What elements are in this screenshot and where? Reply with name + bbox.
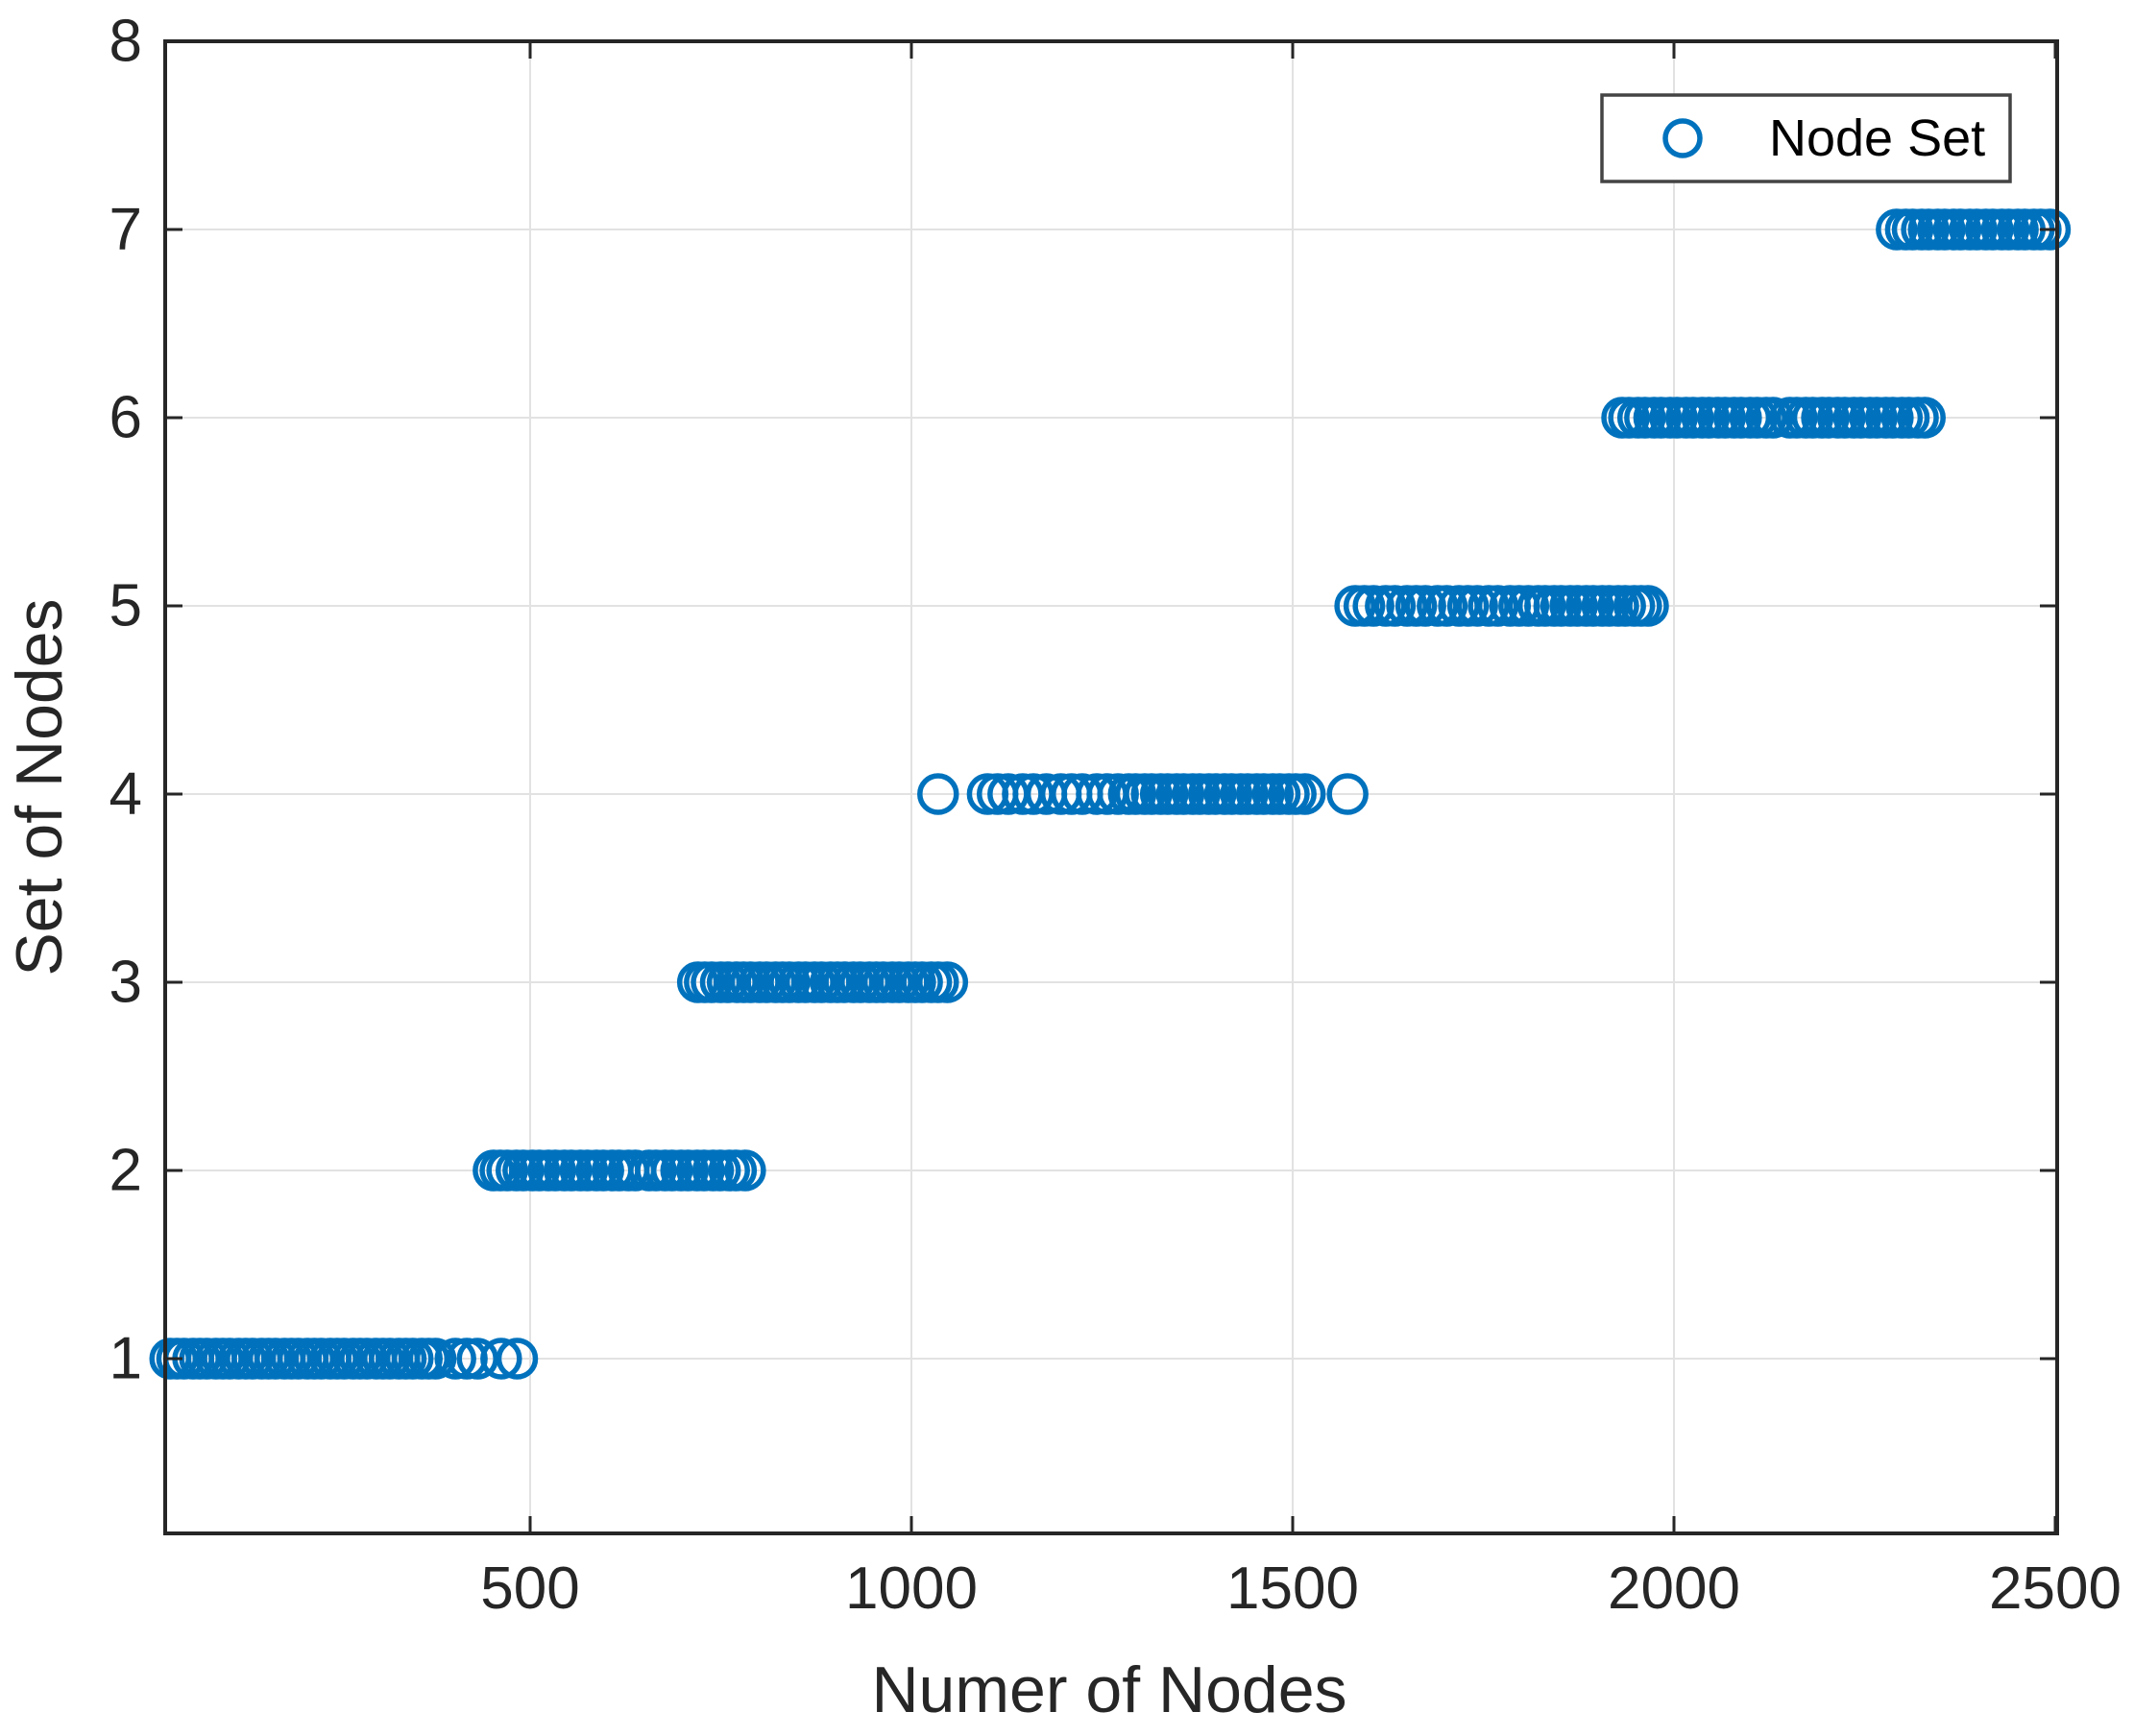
data-point bbox=[1425, 585, 1468, 627]
y-tick-label: 5 bbox=[109, 573, 142, 639]
y-tick-label: 4 bbox=[109, 761, 142, 828]
data-point bbox=[724, 1149, 766, 1192]
data-point bbox=[1352, 585, 1394, 627]
y-axis-label: Set of Nodes bbox=[3, 598, 76, 976]
data-point bbox=[456, 1338, 498, 1380]
x-tick-label: 1000 bbox=[845, 1555, 978, 1622]
data-point bbox=[414, 1338, 457, 1380]
data-point bbox=[1627, 585, 1669, 627]
legend-label: Node Set bbox=[1769, 109, 1985, 167]
x-tick-label: 2000 bbox=[1608, 1555, 1740, 1622]
data-point bbox=[2028, 208, 2072, 251]
y-tick-label: 8 bbox=[109, 9, 142, 75]
y-tick-label: 6 bbox=[109, 385, 142, 451]
x-tick-label: 500 bbox=[480, 1555, 579, 1622]
data-point bbox=[434, 1338, 476, 1380]
data-point bbox=[1456, 585, 1498, 627]
x-tick-label: 1500 bbox=[1226, 1555, 1359, 1622]
legend-marker-icon bbox=[1662, 118, 1703, 158]
data-point bbox=[1904, 397, 1946, 439]
legend-box bbox=[1600, 93, 2012, 183]
y-tick-label: 2 bbox=[109, 1138, 142, 1204]
y-tick-label: 3 bbox=[109, 950, 142, 1016]
data-point bbox=[926, 961, 969, 1003]
data-point bbox=[1097, 773, 1139, 815]
data-point bbox=[1404, 585, 1446, 627]
data-point bbox=[496, 1338, 539, 1380]
data-point bbox=[917, 773, 959, 815]
y-tick-label: 1 bbox=[109, 1326, 142, 1392]
axis-ticks bbox=[165, 39, 2057, 1533]
data-point bbox=[1373, 585, 1417, 627]
data-point bbox=[1326, 773, 1369, 815]
data-point bbox=[1752, 397, 1794, 439]
data-point bbox=[480, 1338, 522, 1380]
node-set-points bbox=[149, 208, 2072, 1380]
tick-labels: 500 1000 1500 2000 2500 1 2 3 4 5 6 7 8 bbox=[109, 9, 2122, 1623]
x-axis-label: Numer of Nodes bbox=[871, 1653, 1346, 1726]
legend: Node Set bbox=[1600, 93, 2012, 183]
plot-frame bbox=[163, 39, 2059, 1535]
x-tick-label: 2500 bbox=[1989, 1555, 2122, 1622]
data-point bbox=[1283, 773, 1326, 815]
data-point bbox=[1476, 585, 1519, 627]
y-tick-label: 7 bbox=[109, 197, 142, 263]
